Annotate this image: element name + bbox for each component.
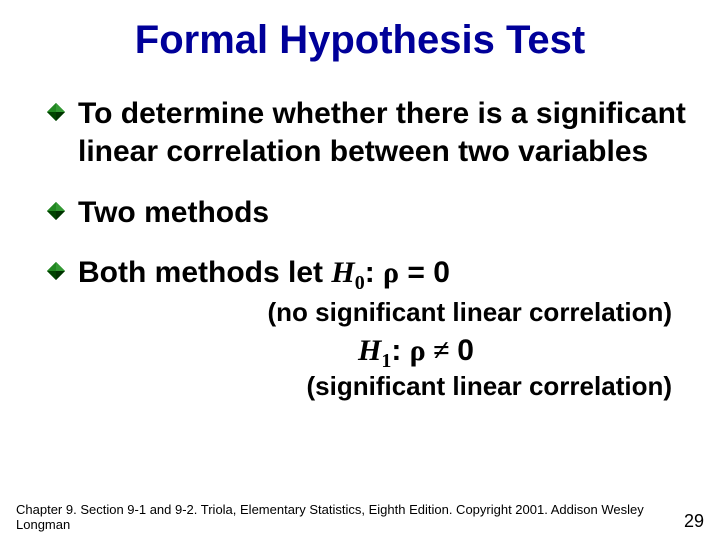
h0-colon: : xyxy=(365,256,383,289)
h1-zero: 0 xyxy=(457,334,474,367)
h0-label: H xyxy=(331,256,354,289)
h1-subscript: 1 xyxy=(381,350,391,372)
bullet-list: To determine whether there is a signific… xyxy=(16,95,704,297)
rho-symbol-2: ρ xyxy=(410,334,426,367)
slide-title: Formal Hypothesis Test xyxy=(16,18,704,63)
slide-container: Formal Hypothesis Test To determine whet… xyxy=(0,0,720,540)
page-number: 29 xyxy=(684,511,704,532)
h1-colon: : xyxy=(391,334,409,367)
bullet-item-1: To determine whether there is a signific… xyxy=(46,95,704,172)
h0-rest: = 0 xyxy=(399,256,450,289)
bullet-item-3: Both methods let H0: ρ = 0 xyxy=(46,254,704,297)
bullet-text-3: Both methods let H0: ρ = 0 xyxy=(78,254,450,297)
paren-no-correlation: (no significant linear correlation) xyxy=(16,297,704,328)
paren-sig-correlation: (significant linear correlation) xyxy=(16,371,704,402)
neq-symbol: ≠ xyxy=(426,334,457,367)
bullet-text-1: To determine whether there is a signific… xyxy=(78,95,704,172)
h1-label: H xyxy=(358,334,381,367)
diamond-bullet-icon xyxy=(46,102,66,122)
diamond-bullet-icon xyxy=(46,261,66,281)
h0-subscript: 0 xyxy=(355,272,365,294)
footer-citation: Chapter 9. Section 9-1 and 9-2. Triola, … xyxy=(16,502,684,532)
footer: Chapter 9. Section 9-1 and 9-2. Triola, … xyxy=(16,502,704,532)
h1-hypothesis: H1: ρ ≠ 0 xyxy=(16,334,704,373)
rho-symbol: ρ xyxy=(383,256,399,289)
diamond-bullet-icon xyxy=(46,201,66,221)
bullet-item-2: Two methods xyxy=(46,194,704,232)
b3-prefix: Both methods let xyxy=(78,256,331,289)
bullet-text-2: Two methods xyxy=(78,194,269,232)
